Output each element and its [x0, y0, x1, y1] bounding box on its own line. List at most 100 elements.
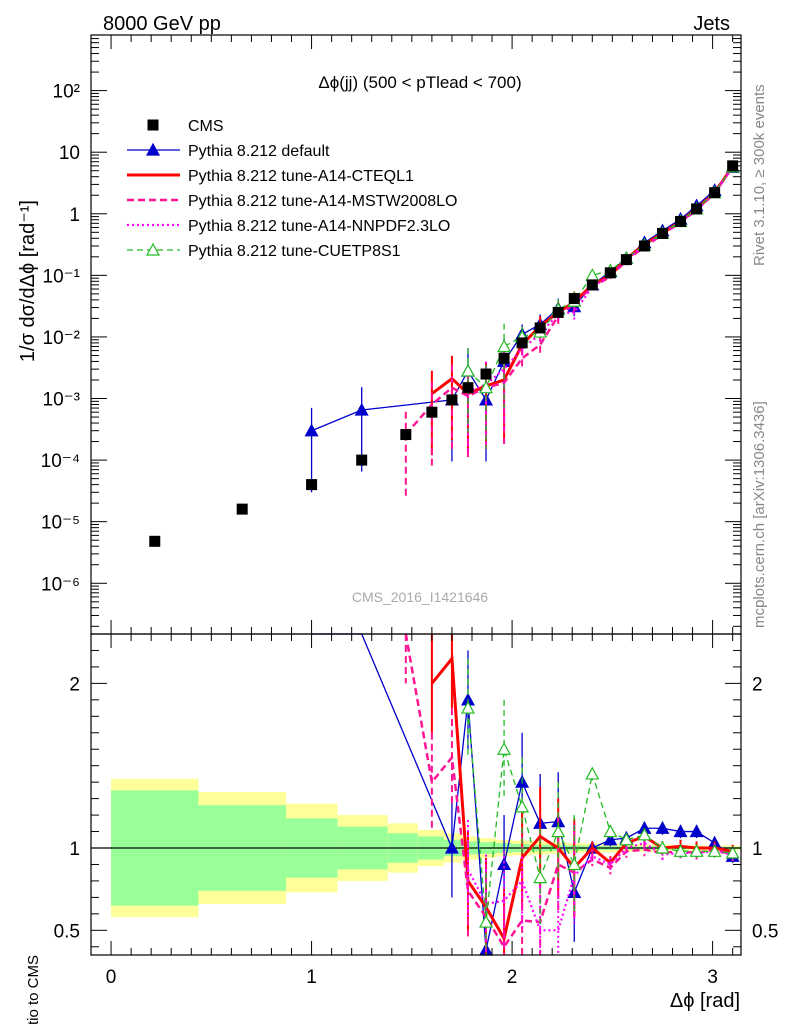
- series-ratio-marker: [567, 857, 582, 871]
- cms-data-point: [400, 429, 412, 441]
- ratio-tick-label-right: 2: [752, 674, 763, 695]
- legend-label: Pythia 8.212 tune-A14-MSTW2008LO: [188, 193, 457, 210]
- ratio-frame: [90, 633, 742, 956]
- series-ratio-marker: [603, 832, 618, 846]
- ratio-tick-label: 1: [69, 839, 80, 860]
- y-tick-label: 10⁻²: [43, 328, 81, 349]
- legend-item-4: Pythia 8.212 tune-A14-NNPDF2.3LO: [127, 218, 450, 235]
- x-tick-label: 1: [306, 967, 317, 988]
- legend-label: Pythia 8.212 tune-CUETP8S1: [188, 243, 401, 260]
- series-marker: [497, 339, 512, 353]
- series-ratio-marker: [673, 824, 688, 838]
- legend-marker: [145, 142, 161, 156]
- legend-label: Pythia 8.212 tune-A14-CTEQL1: [188, 168, 414, 185]
- series-ratio-marker: [707, 844, 722, 857]
- y-tick-label: 10⁻⁶: [41, 574, 80, 595]
- series-marker: [460, 363, 475, 377]
- series-marker: [479, 380, 494, 394]
- cms-data-point: [620, 254, 632, 266]
- ratio-tick-label: 2: [69, 674, 80, 695]
- uncertainty-bands: [91, 778, 741, 918]
- series-ratio-marker: [637, 827, 652, 841]
- cms-data-point: [446, 394, 458, 406]
- legend-item-1: Pythia 8.212 default: [127, 142, 330, 160]
- watermark-label: CMS_2016_I1421646: [352, 589, 488, 605]
- series-ratio-marker: [655, 840, 670, 854]
- series-line: [467, 166, 734, 389]
- mcplots-label: mcplots.cern.ch [arXiv:1306.3436]: [751, 401, 768, 628]
- series-ratio-marker: [619, 832, 634, 846]
- y-tick-label: 10²: [53, 82, 80, 103]
- cms-data-point: [149, 535, 161, 547]
- legend-marker: [145, 242, 161, 256]
- series-ratio-marker: [689, 844, 704, 857]
- legend-label: CMS: [188, 118, 224, 135]
- cms-data-point: [604, 267, 616, 279]
- rivet-label: Rivet 3.1.10, ≥ 300k events: [751, 84, 768, 266]
- cms-data-point: [462, 382, 474, 394]
- series-marker: [304, 423, 319, 437]
- y-tick-label: 10: [59, 143, 80, 164]
- cms-data-point: [727, 160, 739, 172]
- x-tick-label: 0: [106, 967, 117, 988]
- legend-item-0: CMS: [147, 118, 224, 135]
- legend-marker: [147, 119, 159, 131]
- series-ratio-marker: [460, 700, 475, 714]
- cms-data-point: [306, 479, 318, 491]
- legend: CMS Pythia 8.212 default Pythia 8.212 tune…: [127, 118, 457, 260]
- legend-label: Pythia 8.212 default: [188, 143, 330, 160]
- energy-label: 8000 GeV pp: [103, 13, 221, 35]
- series-1: [430, 163, 734, 955]
- x-axis-label: Δϕ [rad]: [670, 990, 740, 1012]
- series-ratio-marker: [497, 857, 512, 871]
- cms-data-point: [534, 322, 546, 334]
- cms-data-point: [586, 279, 598, 291]
- ratio-tick-label-right: 1: [752, 839, 763, 860]
- series-ratio-marker: [673, 844, 688, 857]
- x-tick-label: 2: [507, 967, 518, 988]
- series-ratio-marker: [497, 741, 512, 755]
- legend-item-3: Pythia 8.212 tune-A14-MSTW2008LO: [127, 193, 457, 210]
- cms-data-point: [236, 503, 248, 515]
- cms-data-point: [709, 187, 721, 199]
- x-tick-label: 3: [707, 967, 718, 988]
- y-axis-label: 1/σ dσ/dΔϕ [rad⁻¹]: [17, 200, 39, 362]
- y-tick-label: 10⁻³: [43, 390, 81, 411]
- y-tick-label: 10⁻⁵: [41, 513, 80, 534]
- cms-data-point: [356, 454, 368, 466]
- cms-data-point: [552, 306, 564, 318]
- ratio-axis-label: Ratio to CMS: [25, 955, 42, 1024]
- axes: 0 1 2 3 10⁻⁶ 10⁻⁵ 10⁻⁴ 10⁻³ 10⁻² 10⁻¹ 1 10 10² 0.5 0.5…: [41, 34, 778, 988]
- series-ratio-line: [466, 841, 733, 932]
- cms-data-point: [656, 227, 668, 239]
- series-ratio-marker: [603, 824, 618, 838]
- series-ratio-marker: [689, 824, 704, 838]
- series-marker: [354, 402, 369, 416]
- y-tick-label: 1: [69, 205, 80, 226]
- series-ratio-marker: [444, 840, 459, 854]
- cms-data-point: [675, 215, 687, 227]
- series-line: [467, 166, 734, 393]
- legend-item-2: Pythia 8.212 tune-A14-CTEQL1: [127, 168, 414, 185]
- cms-data-point: [568, 293, 580, 305]
- cms-data-point: [498, 352, 510, 364]
- cms-data-point: [480, 368, 492, 380]
- series-ratio-marker: [533, 870, 548, 884]
- chart-title: Δϕ(jj) (500 < pTlead < 700): [318, 73, 521, 92]
- series-ratio-marker: [515, 799, 530, 813]
- series-ratio-marker: [725, 845, 740, 859]
- series-ratio-line: [467, 708, 733, 923]
- ratio-tick-label-right: 0.5: [752, 921, 778, 942]
- series-ratio-line: [430, 654, 733, 943]
- ratio-tick-label: 0.5: [54, 921, 80, 942]
- y-tick-label: 10⁻⁴: [41, 451, 80, 472]
- series-ratio-marker: [585, 766, 600, 780]
- cms-data-point: [516, 337, 528, 349]
- cms-data-point: [426, 406, 438, 418]
- series-ratio-marker: [655, 820, 670, 834]
- y-tick-label: 10⁻¹: [43, 266, 81, 287]
- cms-data-point: [638, 240, 650, 252]
- cms-data-point: [691, 203, 703, 215]
- series-ratio-marker: [479, 914, 494, 928]
